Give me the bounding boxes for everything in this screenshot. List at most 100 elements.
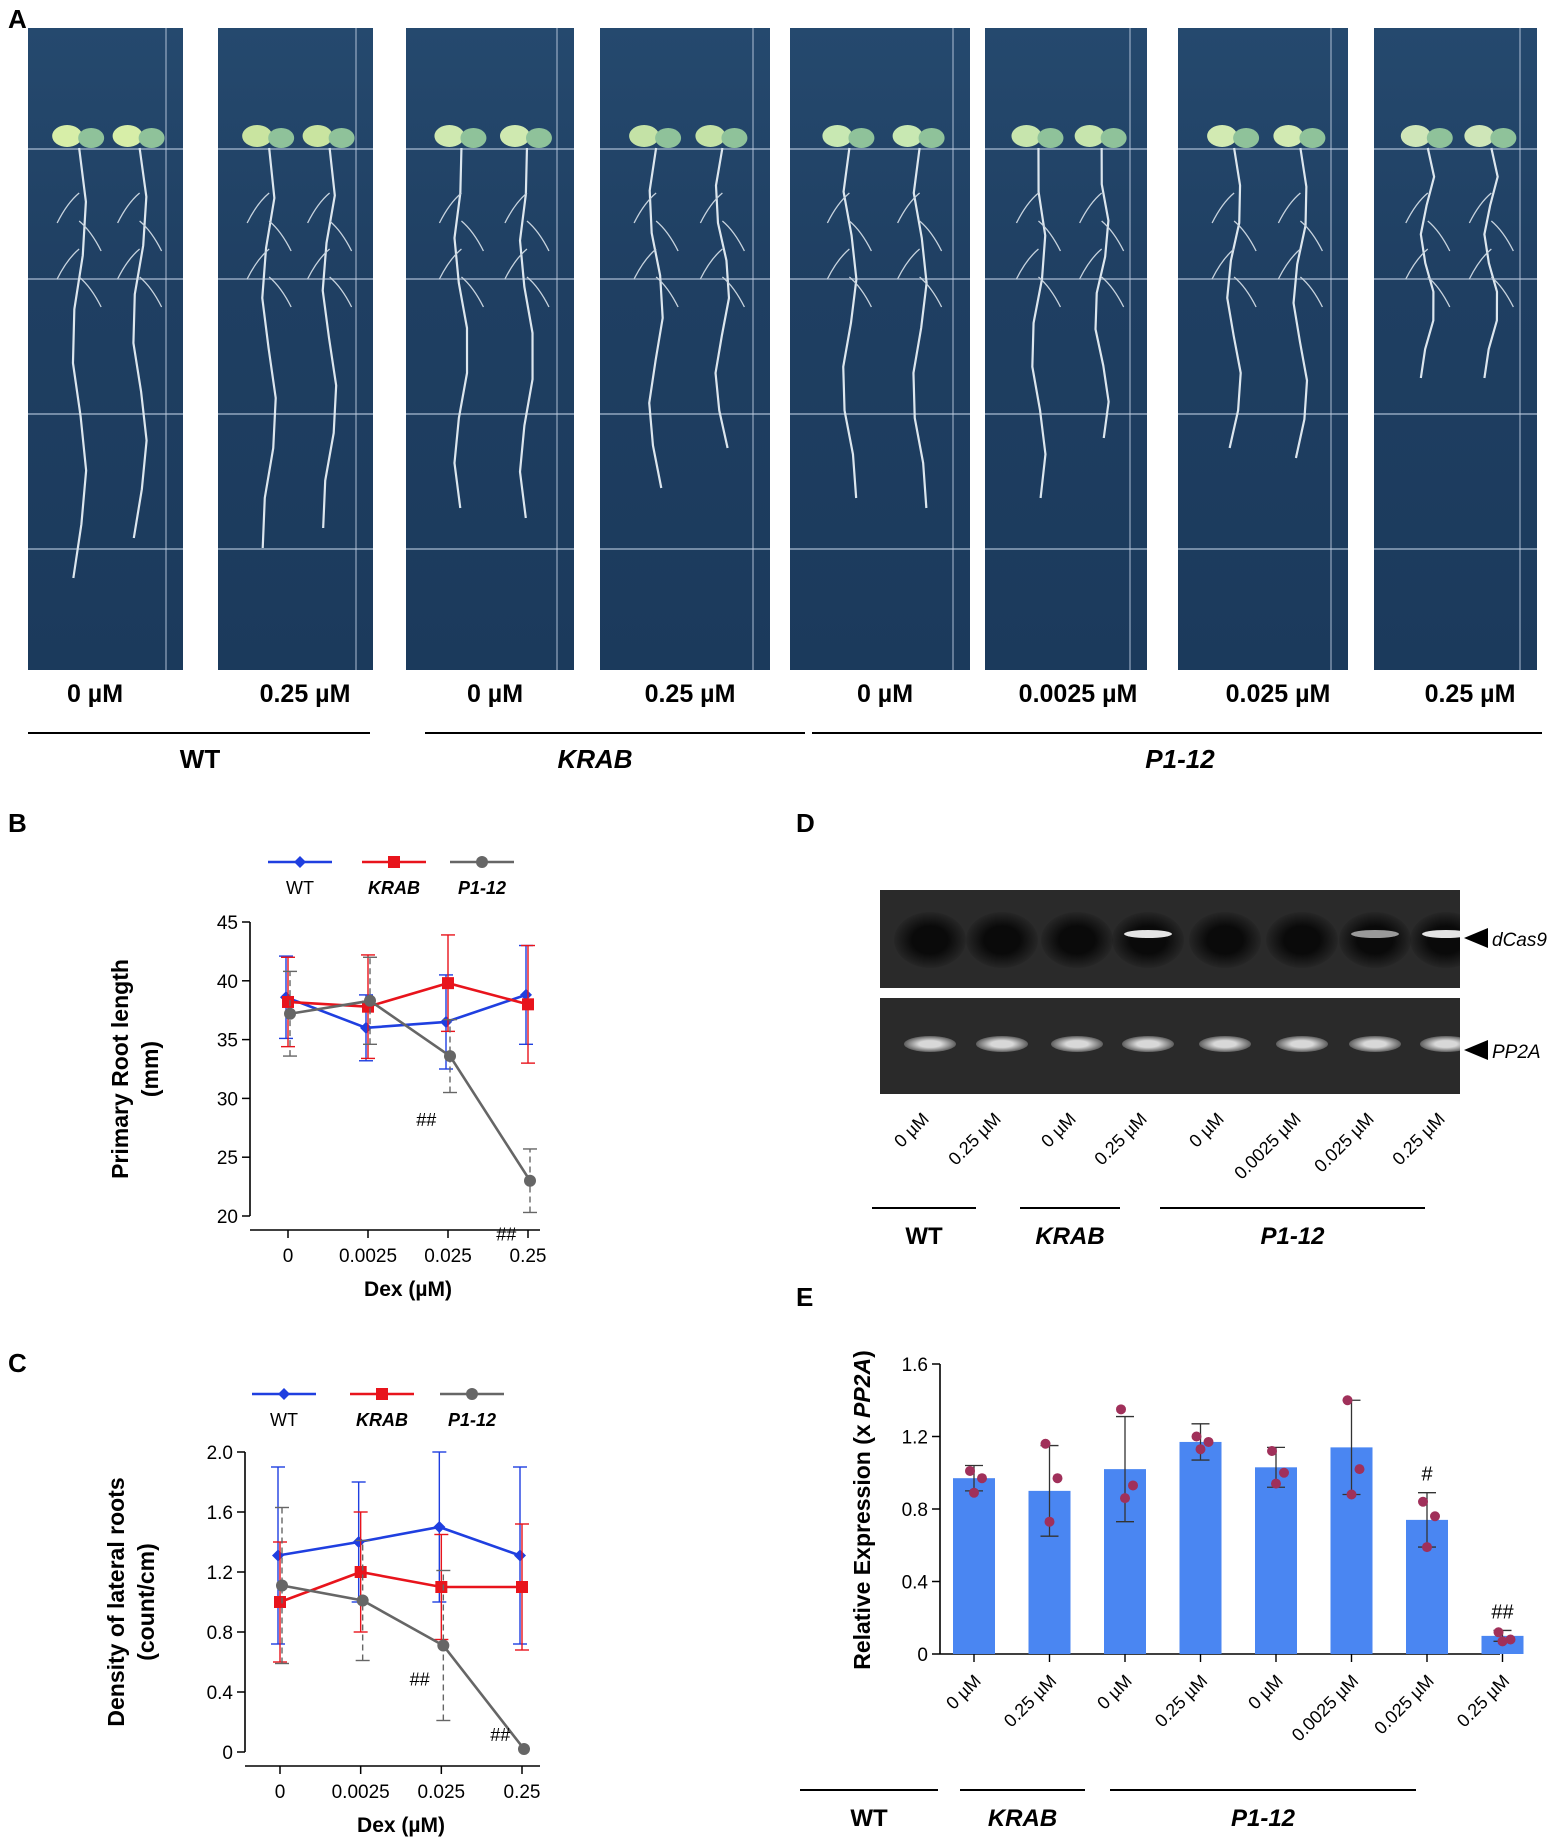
primary-root	[912, 147, 928, 509]
x-tick-label: 0 µM	[1244, 1671, 1287, 1714]
data-point	[1271, 1478, 1281, 1489]
series-line	[289, 999, 532, 1182]
y-tick-label: 1.2	[902, 1428, 928, 1449]
lane-label: 0.25 µM	[944, 1109, 1004, 1169]
legend-label: WT	[270, 1410, 298, 1430]
y-tick-label: 25	[217, 1148, 238, 1169]
data-point	[1044, 1516, 1055, 1527]
data-point	[1493, 1627, 1504, 1638]
bar	[1179, 1441, 1222, 1654]
marker-diamond	[514, 1549, 526, 1562]
lateral-root	[78, 276, 102, 308]
pp2a-band	[1349, 1036, 1401, 1052]
dcas9-band	[1351, 930, 1399, 938]
cotyledon	[1464, 125, 1495, 147]
marker-circle	[356, 1594, 369, 1607]
seedling-plate	[985, 28, 1147, 670]
data-point	[969, 1487, 979, 1498]
series-line	[287, 981, 529, 1008]
gel-smear	[894, 912, 966, 968]
lateral-root	[268, 276, 292, 308]
pp2a-band	[976, 1036, 1028, 1052]
x-tick-label: 0 µM	[942, 1671, 985, 1714]
cotyledon	[655, 128, 682, 148]
pp2a-band	[1420, 1036, 1460, 1052]
marker-circle	[444, 1050, 456, 1063]
data-point	[1128, 1480, 1138, 1491]
marker-diamond	[294, 856, 306, 868]
series-line	[279, 1570, 522, 1604]
cotyledon	[1074, 125, 1105, 147]
lateral-root	[526, 276, 550, 308]
cotyledon	[460, 128, 487, 148]
panel-e-letter: E	[796, 1282, 814, 1312]
lane-label: 0 µM	[890, 1109, 933, 1152]
marker-circle	[284, 1007, 296, 1020]
lateral-root	[633, 192, 657, 224]
lateral-root	[1079, 192, 1103, 224]
data-point	[1354, 1464, 1365, 1475]
plate-label: 0.0025 µM	[1018, 680, 1138, 708]
pp2a-band	[1122, 1036, 1174, 1052]
lateral-root	[1427, 276, 1451, 308]
lane-label: 0 µM	[1185, 1109, 1228, 1152]
seedling-plate	[218, 28, 373, 670]
lateral-root	[246, 248, 270, 280]
lateral-root	[117, 248, 141, 280]
lateral-root	[826, 192, 850, 224]
lateral-root	[848, 220, 872, 252]
y-tick-label: 40	[217, 972, 238, 993]
cotyledon	[1233, 128, 1260, 148]
marker-circle	[524, 1174, 536, 1187]
marker-square	[274, 1596, 286, 1608]
x-tick-label: 0.25 µM	[1453, 1671, 1513, 1731]
y-tick-label: 1.2	[207, 1563, 233, 1584]
marker-square	[435, 1581, 448, 1593]
plate-label: 0 µM	[466, 680, 524, 708]
lateral-root	[117, 192, 141, 224]
lateral-root	[1427, 220, 1451, 252]
cotyledon	[112, 125, 143, 147]
y-tick-label: 0.4	[902, 1573, 929, 1594]
group-label-krab: KRAB	[557, 744, 633, 774]
marker-circle	[364, 994, 376, 1007]
marker-circle	[466, 1388, 478, 1400]
cotyledon	[695, 125, 726, 147]
legend-label: WT	[286, 878, 314, 898]
group-bracket-krab	[425, 732, 805, 734]
x-tick-label: 0.0025 µM	[1288, 1671, 1363, 1746]
lateral-root	[699, 192, 723, 224]
cotyledon	[525, 128, 552, 148]
arrow-pp2a-icon	[1464, 1040, 1488, 1060]
cotyledon	[1299, 128, 1326, 148]
primary-root	[453, 147, 469, 509]
data-point	[1430, 1511, 1440, 1522]
marker-diamond	[272, 1549, 284, 1562]
data-point	[1120, 1493, 1130, 1504]
plate-label: 0.025 µM	[1225, 680, 1331, 708]
legend-label: P1-12	[458, 878, 506, 898]
marker-diamond	[433, 1521, 446, 1533]
cotyledon	[1273, 125, 1304, 147]
group-label: KRAB	[988, 1805, 1057, 1832]
significance-mark: ##	[496, 1225, 517, 1245]
lateral-root	[1468, 192, 1492, 224]
y-tick-label: 0	[222, 1743, 233, 1764]
panel-c-letter: C	[8, 1348, 27, 1378]
root-length-chart: 20 25 30 35 40 45 0 0.0025 0.025 0.25 Dex (µM) Prim…	[107, 856, 546, 1301]
lateral-root	[526, 220, 550, 252]
marker-diamond	[520, 988, 532, 1001]
cotyledon	[1100, 128, 1127, 148]
pp2a-band	[1276, 1036, 1328, 1052]
significance-mark: ##	[490, 1725, 511, 1745]
lateral-root	[1277, 248, 1301, 280]
lane-label: 0.25 µM	[1388, 1109, 1448, 1169]
lateral-root	[438, 192, 462, 224]
lateral-root	[919, 276, 943, 308]
y-tick-label: 0.4	[207, 1683, 234, 1704]
cotyledon	[328, 128, 355, 148]
lateral-root	[504, 248, 528, 280]
cotyledon	[499, 125, 530, 147]
data-point	[1342, 1395, 1353, 1406]
cotyledon	[1207, 125, 1238, 147]
